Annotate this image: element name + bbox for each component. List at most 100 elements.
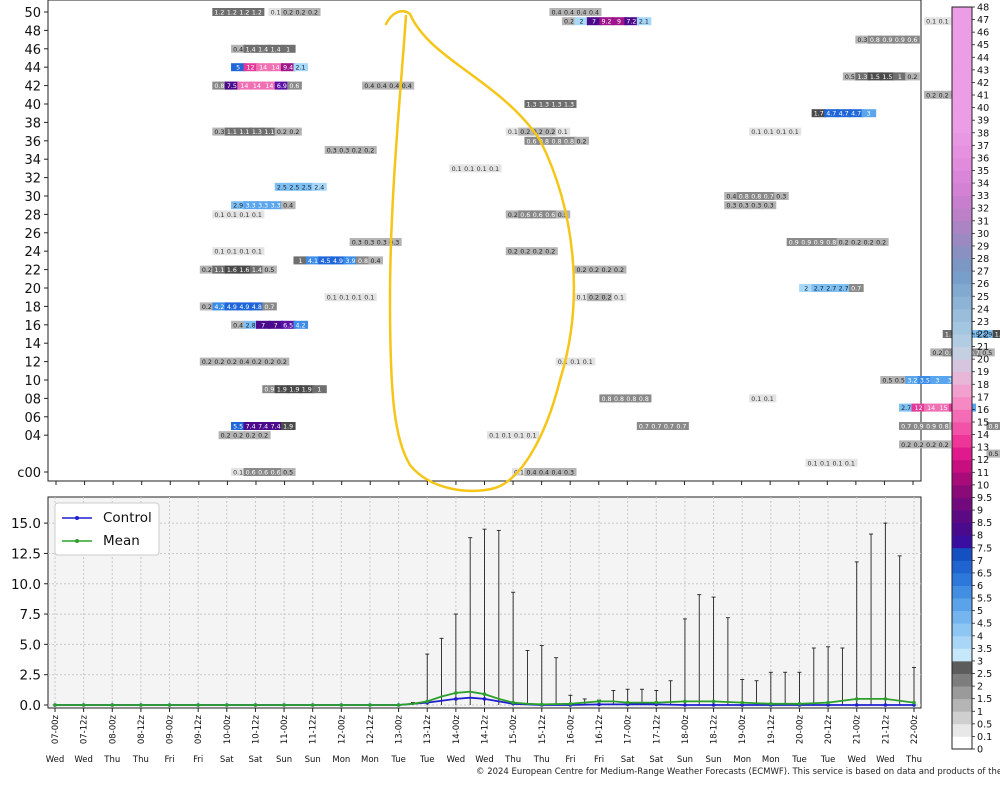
member-cell <box>243 422 259 430</box>
member-cell-value: 4.1 <box>308 258 318 265</box>
member-cell-value: 7.4 <box>246 424 256 431</box>
member-cell-value: 0.2 <box>545 249 555 256</box>
member-cell <box>274 385 290 394</box>
colorbar-swatch <box>952 698 972 712</box>
colorbar-swatch <box>952 296 972 310</box>
annotation-ellipse <box>384 10 576 493</box>
member-cell <box>212 265 227 274</box>
series-control-point <box>683 703 687 707</box>
member-cell-value: 1.3 <box>527 102 537 109</box>
member-cell <box>749 192 764 200</box>
member-cell <box>568 357 583 366</box>
colorbar-tick-label: 22 <box>977 329 989 340</box>
member-cell <box>212 247 227 256</box>
member-cell <box>362 238 377 246</box>
member-cell <box>536 468 552 476</box>
member-cell <box>224 302 240 311</box>
member-cell <box>237 127 252 136</box>
colorbar-swatch <box>952 572 972 586</box>
series-control-point <box>883 703 888 707</box>
x-tick-label: 21-00z <box>853 714 863 744</box>
member-cell <box>586 265 602 274</box>
member-cell <box>505 127 521 136</box>
colorbar-tick-label: 8 <box>977 531 983 542</box>
member-cell <box>811 238 827 246</box>
member-tick-label: 06 <box>24 411 41 426</box>
member-cell-value: 0.1 <box>751 396 761 403</box>
member-cell <box>387 238 402 246</box>
member-cell-value: 1.2 <box>214 10 224 17</box>
member-cell-value: 1.3 <box>552 102 562 109</box>
member-cell-value: 9.4 <box>283 65 293 72</box>
member-cell <box>237 265 252 274</box>
legend-control-marker <box>75 516 79 520</box>
colorbar-swatch <box>952 283 972 297</box>
colorbar-swatch <box>952 447 972 461</box>
member-cell-value: 6.9 <box>277 83 287 90</box>
member-cell-value: 4.2 <box>214 304 224 311</box>
member-cell-value: 14 <box>265 83 273 90</box>
member-cell <box>212 8 227 16</box>
member-cell <box>749 201 764 210</box>
member-cell <box>936 403 952 412</box>
member-cell-value: 7 <box>274 322 278 329</box>
colorbar-tick-label: 3.5 <box>977 644 992 655</box>
member-tick-label: 36 <box>24 135 41 150</box>
colorbar-swatch <box>952 208 972 222</box>
member-cell-value: 0.7 <box>970 350 980 357</box>
member-cell-value: 4.7 <box>851 111 861 118</box>
member-cell-value: 0.6 <box>258 470 268 477</box>
colorbar-tick-label: 6 <box>977 581 983 592</box>
member-cell <box>337 293 352 302</box>
colorbar-tick-label: 4.5 <box>977 619 992 630</box>
member-cell <box>256 422 271 430</box>
member-tick-label: 10 <box>24 374 41 389</box>
colorbar-tick-label: 34 <box>977 179 989 190</box>
member-cell <box>324 146 340 154</box>
member-cell-value: 0.3 <box>352 240 362 247</box>
member-cell <box>543 127 558 136</box>
member-cell <box>574 265 589 274</box>
precip-line-panel: 0.0 2.5 5.0 7.5 10.0 12.5 15.0 07-00z Wed 07-12z… <box>11 496 922 765</box>
member-cell <box>586 293 602 302</box>
member-cell <box>287 385 302 394</box>
member-cell <box>280 320 296 329</box>
member-cell <box>243 44 259 53</box>
member-cell <box>274 357 290 366</box>
x-day-label: Tue <box>419 755 435 765</box>
member-cell-value: 0.2 <box>533 249 543 256</box>
member-cell-value: 0.2 <box>589 295 599 302</box>
member-cell <box>849 238 864 246</box>
colorbar-swatch <box>952 44 972 58</box>
colorbar-swatch <box>952 258 972 272</box>
member-cell-value: 1.9 <box>289 387 299 394</box>
member-cell <box>911 422 927 430</box>
member-cell <box>343 256 359 265</box>
member-cell-value: 0.9 <box>914 424 924 431</box>
member-cell <box>636 17 652 26</box>
colorbar-tick-label: 44 <box>977 53 989 64</box>
member-cell <box>774 127 789 136</box>
member-cell-value: 0.2 <box>520 129 530 136</box>
member-cell <box>524 431 540 440</box>
x-day-label: Wed <box>74 755 93 765</box>
member-cell <box>518 247 533 256</box>
series-control-point <box>454 697 458 701</box>
member-cell <box>249 127 265 136</box>
colorbar-tick-label: 16 <box>977 405 989 416</box>
x-tick-label: 18-12z <box>710 714 720 744</box>
x-tick-label: 09-00z <box>166 714 176 744</box>
member-cell-value: 0.4 <box>233 322 243 329</box>
member-cell-value: 3.3 <box>271 203 281 210</box>
member-cell-value: 2.9 <box>970 332 980 339</box>
member-cell <box>312 182 327 191</box>
member-cell <box>624 17 639 26</box>
member-cell <box>524 136 540 145</box>
x-tick-label: 14-00z <box>452 714 462 744</box>
member-cell <box>268 422 284 430</box>
series-mean-point <box>883 697 888 701</box>
member-cell-value: 0.2 <box>545 129 555 136</box>
member-cell-value: 0.2 <box>614 267 624 274</box>
x-day-label: Mon <box>762 755 780 765</box>
member-cell-value: 0.8 <box>870 37 880 44</box>
